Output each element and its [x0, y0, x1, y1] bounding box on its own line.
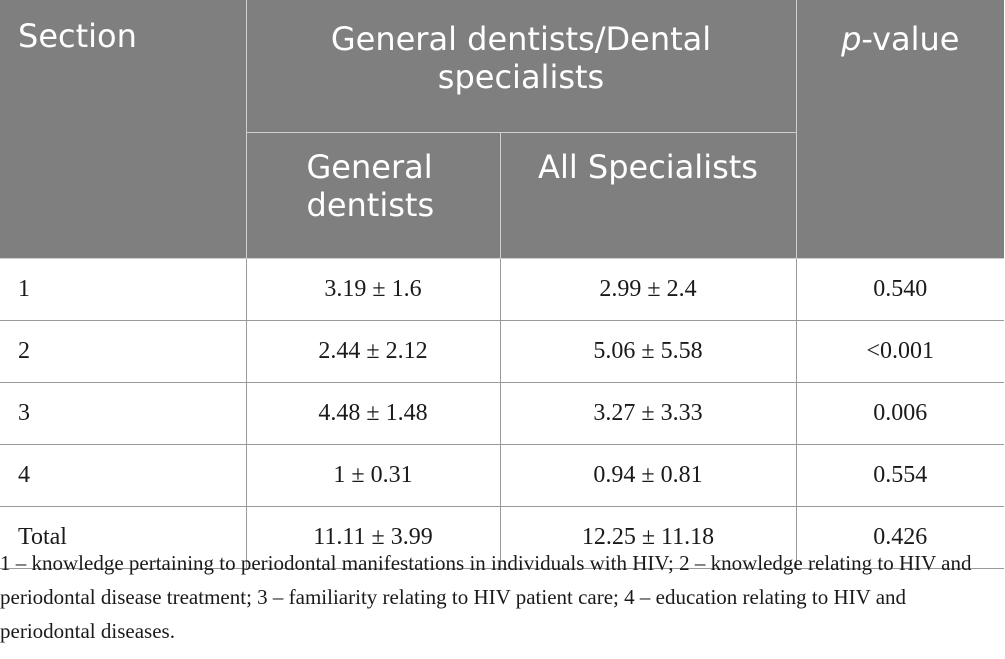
cell-pvalue: 0.426 — [795, 506, 1005, 569]
cell-section: Total — [0, 506, 247, 569]
header-general-dentists: General dentists — [245, 132, 501, 259]
table-row: 1 3.19 ± 1.6 2.99 ± 2.4 0.540 — [0, 258, 1005, 321]
cell-pvalue: <0.001 — [795, 320, 1005, 383]
cell-general: 1 ± 0.31 — [245, 444, 501, 507]
header-group-line1: General dentists/Dental — [330, 20, 712, 58]
header-pvalue-rest: -value — [861, 20, 960, 58]
cell-specialists: 2.99 ± 2.4 — [499, 258, 797, 321]
header-group-line2: specialists — [437, 58, 605, 96]
header-all-specialists: All Specialists — [499, 132, 797, 259]
header-pvalue: p-value — [795, 0, 1005, 259]
header-general-line1: General — [306, 148, 433, 186]
table-row: Total 11.11 ± 3.99 12.25 ± 11.18 0.426 — [0, 506, 1005, 569]
cell-general: 3.19 ± 1.6 — [245, 258, 501, 321]
cell-specialists: 12.25 ± 11.18 — [499, 506, 797, 569]
table-footnote: 1 – knowledge pertaining to periodontal … — [0, 551, 972, 643]
header-group: General dentists/Dental specialists — [245, 0, 797, 133]
cell-specialists: 3.27 ± 3.33 — [499, 382, 797, 445]
cell-pvalue: 0.006 — [795, 382, 1005, 445]
cell-section: 4 — [0, 444, 247, 507]
cell-general: 2.44 ± 2.12 — [245, 320, 501, 383]
header-pvalue-p: p — [841, 20, 862, 58]
cell-section: 2 — [0, 320, 247, 383]
cell-specialists: 5.06 ± 5.58 — [499, 320, 797, 383]
header-general-line2: dentists — [306, 186, 435, 224]
header-section: Section — [0, 0, 247, 259]
cell-specialists: 0.94 ± 0.81 — [499, 444, 797, 507]
table-row: 4 1 ± 0.31 0.94 ± 0.81 0.554 — [0, 444, 1005, 507]
table-body: 1 3.19 ± 1.6 2.99 ± 2.4 0.540 2 2.44 ± 2… — [0, 258, 1005, 569]
cell-general: 11.11 ± 3.99 — [245, 506, 501, 569]
table-header: Section General dentists/Dental speciali… — [0, 0, 1005, 259]
results-table: Section General dentists/Dental speciali… — [0, 0, 1005, 569]
table-row: 3 4.48 ± 1.48 3.27 ± 3.33 0.006 — [0, 382, 1005, 445]
cell-section: 1 — [0, 258, 247, 321]
cell-pvalue: 0.540 — [795, 258, 1005, 321]
cell-section: 3 — [0, 382, 247, 445]
cell-general: 4.48 ± 1.48 — [245, 382, 501, 445]
table-row: 2 2.44 ± 2.12 5.06 ± 5.58 <0.001 — [0, 320, 1005, 383]
cell-pvalue: 0.554 — [795, 444, 1005, 507]
